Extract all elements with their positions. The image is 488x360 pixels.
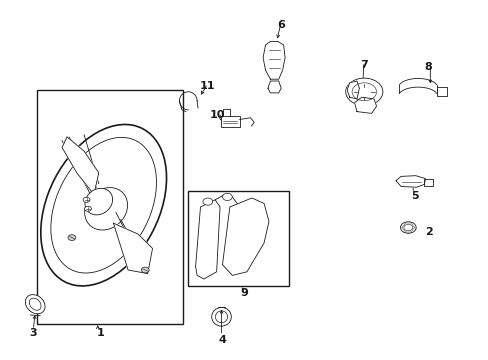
Bar (188, 191, 288, 286)
Circle shape (222, 193, 232, 201)
Text: 1: 1 (96, 328, 104, 338)
Text: 8: 8 (423, 62, 431, 72)
Circle shape (403, 224, 412, 231)
Ellipse shape (211, 307, 231, 326)
Polygon shape (195, 200, 220, 279)
Circle shape (141, 267, 149, 273)
Circle shape (83, 197, 90, 202)
Text: 4: 4 (218, 335, 226, 345)
Circle shape (351, 83, 376, 101)
Polygon shape (395, 176, 425, 187)
Bar (221, 116, 239, 127)
Ellipse shape (84, 188, 127, 230)
Text: 3: 3 (29, 328, 37, 338)
Polygon shape (346, 81, 359, 99)
Text: 7: 7 (360, 60, 367, 70)
Bar (436, 87, 447, 96)
Text: 6: 6 (277, 20, 285, 30)
Text: 10: 10 (209, 110, 225, 120)
Polygon shape (62, 137, 99, 194)
Text: 11: 11 (200, 81, 215, 91)
Ellipse shape (51, 138, 156, 273)
Bar (424, 179, 432, 186)
Text: 2: 2 (425, 227, 432, 237)
Text: 5: 5 (410, 191, 418, 201)
Circle shape (203, 198, 212, 205)
Bar (37, 90, 183, 324)
Polygon shape (113, 223, 152, 274)
Circle shape (68, 235, 76, 240)
Circle shape (400, 222, 415, 233)
Polygon shape (354, 97, 376, 113)
Polygon shape (263, 41, 285, 79)
Text: 9: 9 (240, 288, 248, 298)
Polygon shape (267, 81, 281, 93)
Ellipse shape (85, 188, 112, 215)
Ellipse shape (25, 294, 45, 314)
Polygon shape (222, 198, 268, 275)
Ellipse shape (41, 125, 166, 286)
Circle shape (84, 206, 91, 211)
Circle shape (345, 78, 382, 105)
